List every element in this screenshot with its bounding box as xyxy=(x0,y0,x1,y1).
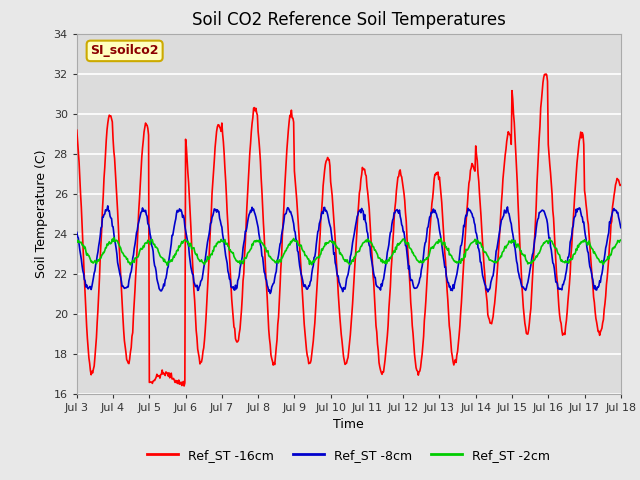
Y-axis label: Soil Temperature (C): Soil Temperature (C) xyxy=(35,149,48,278)
Legend: Ref_ST -16cm, Ref_ST -8cm, Ref_ST -2cm: Ref_ST -16cm, Ref_ST -8cm, Ref_ST -2cm xyxy=(142,444,556,467)
X-axis label: Time: Time xyxy=(333,418,364,431)
Title: Soil CO2 Reference Soil Temperatures: Soil CO2 Reference Soil Temperatures xyxy=(192,11,506,29)
Text: SI_soilco2: SI_soilco2 xyxy=(90,44,159,58)
